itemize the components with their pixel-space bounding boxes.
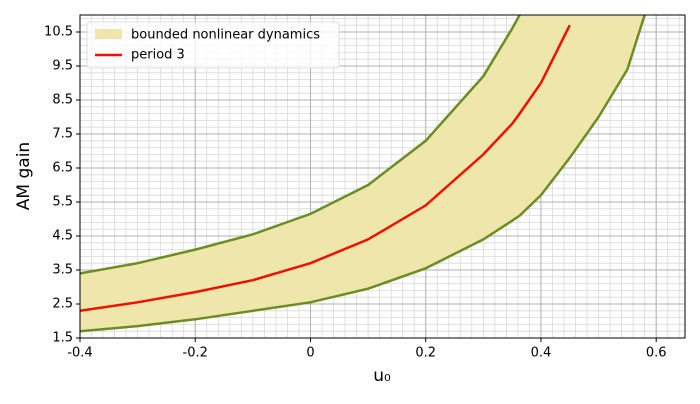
x-tick-label: 0.2: [415, 346, 436, 361]
y-tick-label: 10.5: [44, 25, 73, 40]
y-tick-label: 1.5: [52, 331, 73, 346]
band-upper-edge: [80, 15, 521, 275]
line: [80, 24, 571, 313]
band-area: [80, 15, 645, 332]
x-tick-label: 0.6: [646, 346, 667, 361]
y-tick-label: 4.5: [52, 229, 73, 244]
band-lower-edge: [80, 15, 646, 333]
y-tick-label: 7.5: [52, 127, 73, 142]
legend: bounded nonlinear dynamics period 3: [86, 21, 340, 69]
legend-swatch: [95, 29, 122, 39]
y-tick-label: 6.5: [52, 161, 73, 176]
x-tick-label: -0.2: [183, 346, 208, 361]
plot-frame: [79, 14, 686, 339]
plot-area: [80, 15, 646, 333]
y-tick-label: 9.5: [52, 59, 73, 74]
y-tick-label: 2.5: [52, 297, 73, 312]
y-tick-label: 8.5: [52, 93, 73, 108]
y-axis-label: AM gain: [14, 142, 34, 210]
legend-label: period 3: [131, 48, 185, 63]
y-tick-label: 3.5: [52, 263, 73, 278]
y-tick-label: 5.5: [52, 195, 73, 210]
x-tick-label: 0: [306, 346, 314, 361]
legend-frame: [86, 21, 340, 69]
x-tick-label: 0.4: [531, 346, 552, 361]
legend-label: bounded nonlinear dynamics: [131, 28, 320, 43]
x-axis-label: u₀: [373, 366, 391, 386]
x-tick-label: -0.4: [67, 346, 92, 361]
